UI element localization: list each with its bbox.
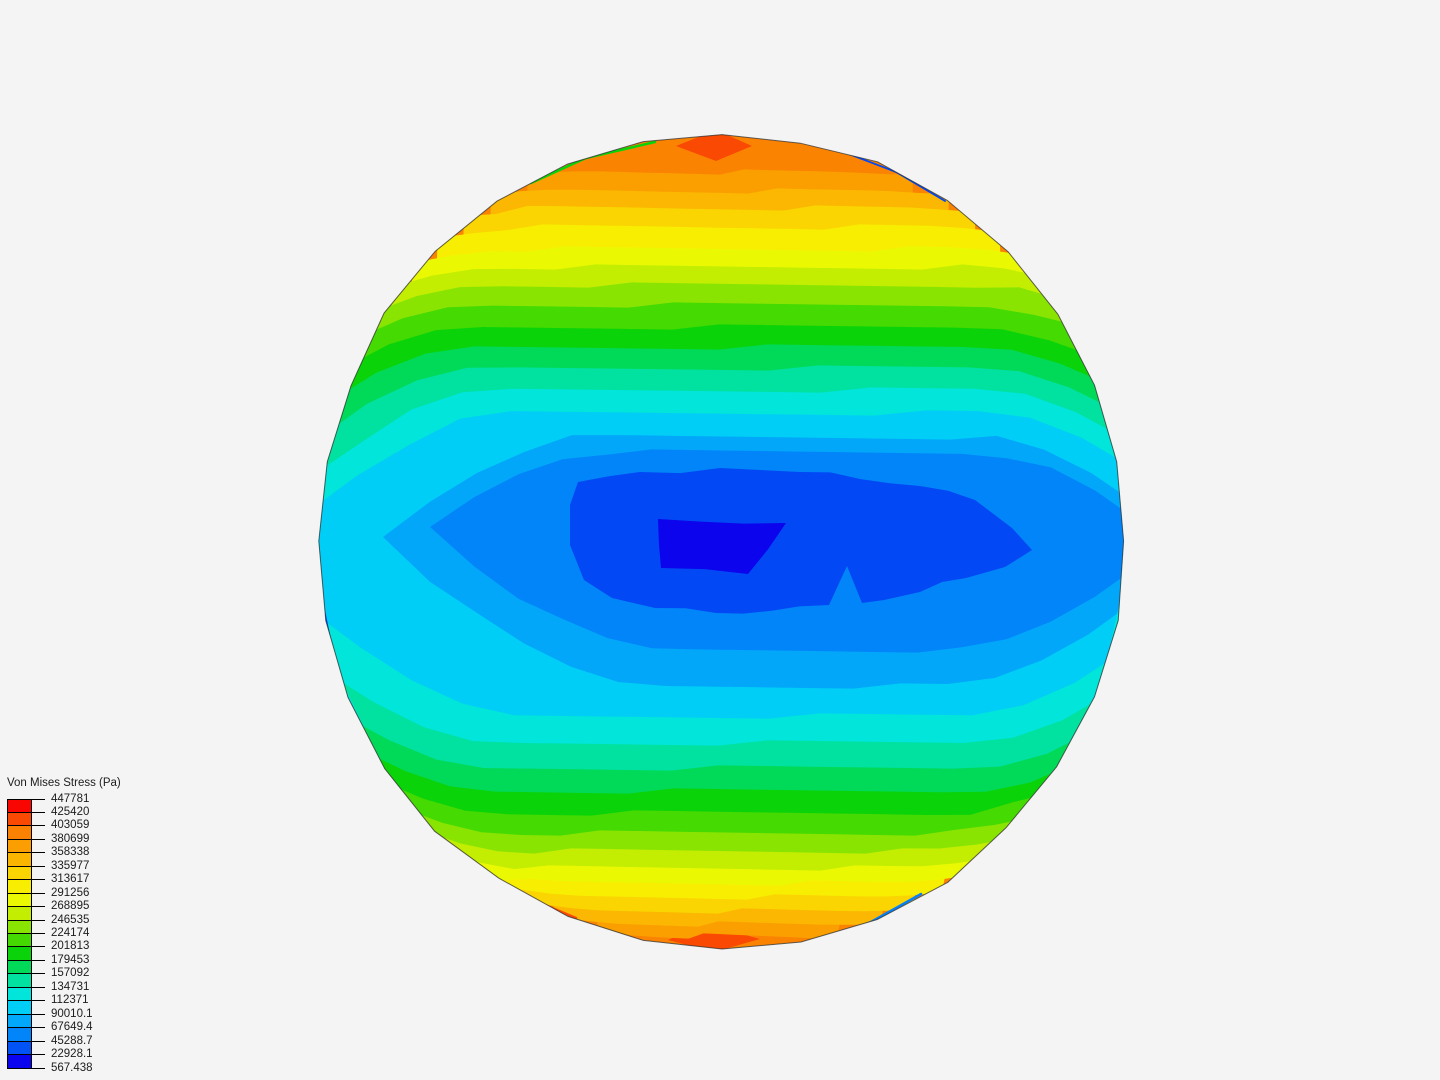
legend-swatch — [7, 1054, 31, 1068]
legend-tick — [7, 1040, 45, 1042]
legend-swatch — [7, 1000, 31, 1015]
legend-tick — [7, 892, 45, 894]
legend-border — [31, 799, 32, 1068]
legend-value: 201813 — [51, 940, 90, 953]
legend-swatch — [7, 987, 31, 1001]
legend-tick — [7, 811, 45, 813]
legend-swatch — [7, 906, 31, 921]
legend-value: 22928.1 — [51, 1048, 93, 1061]
legend-swatch — [7, 893, 31, 907]
legend-value: 90010.1 — [51, 1007, 93, 1020]
legend-value: 134731 — [51, 980, 90, 993]
legend-tick — [7, 906, 45, 908]
legend-swatch — [7, 1041, 31, 1055]
legend-tick — [7, 946, 45, 948]
legend-tick — [7, 986, 45, 988]
legend-tick — [7, 865, 45, 867]
legend-tick — [7, 1013, 45, 1015]
legend-swatch — [7, 879, 31, 894]
legend-swatch — [7, 852, 31, 867]
legend-value: 335977 — [51, 859, 90, 872]
legend-colorbar: 447781 425420 403059 380699 358338 335977 3136… — [7, 793, 177, 1075]
legend-tick — [7, 973, 45, 975]
low-stress-eye-region — [570, 468, 1032, 614]
legend-value: 179453 — [51, 953, 90, 966]
legend-tick — [7, 798, 45, 800]
minimum-stress-core — [658, 519, 786, 574]
legend-swatch — [7, 933, 31, 947]
legend-value: 67649.4 — [51, 1021, 93, 1034]
legend-swatch — [7, 799, 31, 813]
legend-value: 567.438 — [51, 1061, 93, 1074]
legend-swatch — [7, 866, 31, 880]
legend-tick — [7, 933, 45, 934]
legend-tick — [7, 919, 45, 921]
legend-value: 112371 — [51, 994, 89, 1007]
top-pole-hotspot — [676, 134, 752, 161]
legend-tick — [7, 852, 45, 854]
stress-legend: Von Mises Stress (Pa) 447781 425420 403059… — [7, 777, 177, 1075]
legend-swatch — [7, 825, 31, 840]
legend-value: 447781 — [51, 792, 90, 805]
legend-value: 268895 — [51, 900, 90, 913]
legend-value: 291256 — [51, 886, 90, 899]
legend-swatch — [7, 920, 31, 934]
legend-swatch — [7, 839, 31, 853]
legend-swatch — [7, 973, 31, 988]
legend-value: 313617 — [51, 873, 90, 886]
legend-title: Von Mises Stress (Pa) — [7, 777, 121, 789]
legend-tick — [7, 959, 45, 961]
legend-tick — [7, 879, 45, 881]
legend-swatch — [7, 1027, 31, 1042]
legend-tick — [7, 838, 45, 840]
legend-value: 358338 — [51, 846, 90, 859]
legend-swatch — [7, 812, 31, 826]
legend-value: 425420 — [51, 805, 90, 818]
legend-tick — [7, 1067, 45, 1069]
legend-value: 403059 — [51, 819, 90, 832]
legend-border — [7, 799, 8, 1068]
legend-tick — [7, 1027, 45, 1029]
legend-swatch — [7, 960, 31, 974]
legend-value: 246535 — [51, 913, 90, 926]
legend-value: 45288.7 — [51, 1034, 93, 1047]
legend-tick — [7, 1054, 45, 1056]
legend-tick — [7, 825, 45, 827]
legend-swatch — [7, 946, 31, 961]
legend-value: 157092 — [51, 967, 90, 980]
legend-value: 380699 — [51, 832, 90, 845]
stress-contour-bands — [318, 134, 1124, 950]
bottom-pole-hotspot — [668, 921, 760, 950]
sphere-silhouette — [318, 134, 1125, 950]
legend-tick — [7, 1000, 45, 1002]
legend-swatch — [7, 1014, 31, 1028]
legend-value: 224174 — [51, 927, 90, 939]
